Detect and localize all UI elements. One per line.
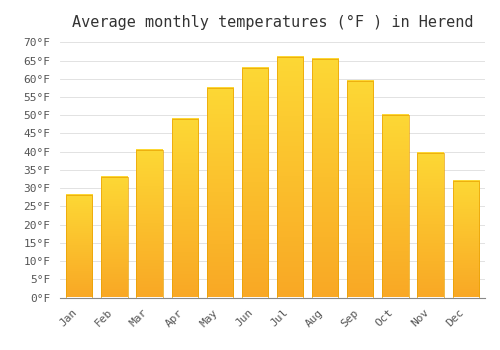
Bar	[66, 195, 92, 298]
Bar	[242, 68, 268, 298]
Bar	[172, 119, 198, 298]
Bar	[452, 181, 479, 298]
Bar	[206, 88, 233, 298]
Bar	[382, 115, 408, 298]
Bar	[312, 59, 338, 298]
Bar	[418, 154, 444, 298]
Bar	[277, 57, 303, 298]
Bar	[102, 177, 128, 298]
Bar	[347, 80, 374, 298]
Title: Average monthly temperatures (°F ) in Herend: Average monthly temperatures (°F ) in He…	[72, 15, 473, 30]
Bar	[136, 150, 162, 298]
